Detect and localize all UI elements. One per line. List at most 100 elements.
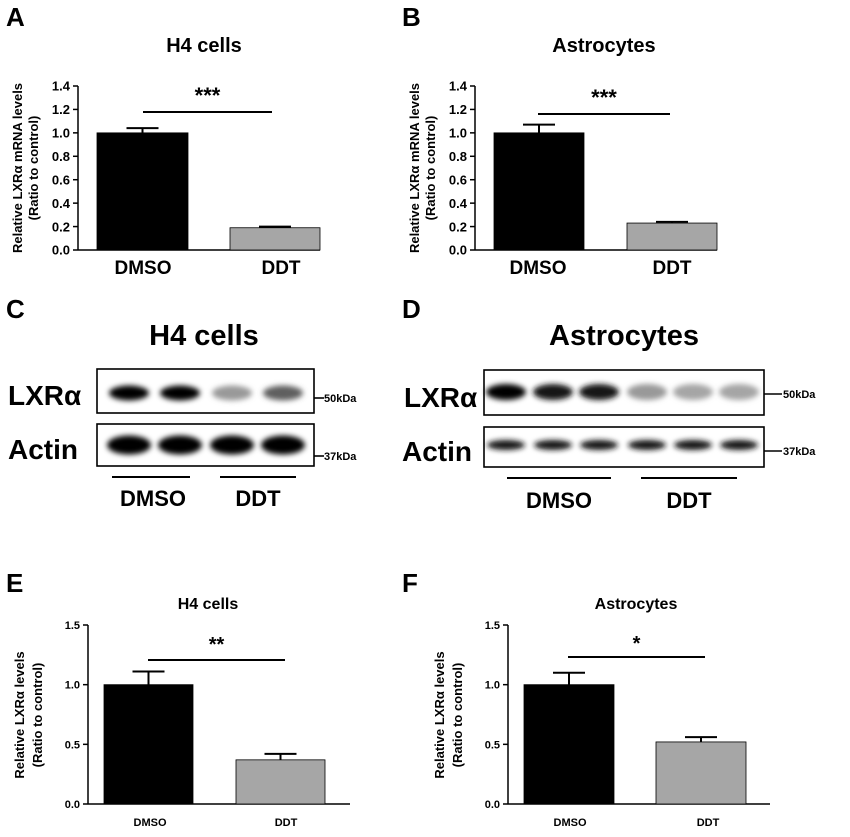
chart-e: H4 cells 0.0 0.5 1.0 1.5 Relative LXRα levels…	[12, 596, 350, 829]
y-tick-label: 1.0	[52, 126, 70, 141]
blot-c-group-label-ddt: DDT	[235, 486, 281, 511]
blot-c-row-label-lxra: LXRα	[8, 380, 81, 411]
blot-band	[487, 440, 525, 450]
category-label: DDT	[652, 258, 691, 279]
blot-band	[263, 385, 303, 401]
y-axis-label: (Ratio to control)	[423, 116, 438, 221]
y-axis-label: Relative LXRα mRNA levels	[10, 83, 25, 253]
chart-b: Astrocytes 0.0 0.2 0.4 0.6 0.8 1.0 1.2 1.4 Relati…	[407, 35, 718, 279]
bar-dmso	[103, 684, 194, 805]
western-blot-d: Astrocytes LXRα Actin 50kDa 37kDa DMSO D…	[402, 320, 816, 513]
blot-d-bands	[486, 384, 759, 450]
bar-ddt	[626, 222, 718, 251]
bar-ddt	[229, 227, 321, 251]
significance-stars: ***	[591, 85, 617, 110]
y-tick-label: 0.2	[52, 219, 70, 234]
y-axis-label: Relative LXRα levels	[12, 651, 27, 778]
y-tick-label: 0.0	[52, 243, 70, 258]
blot-band	[674, 440, 712, 450]
y-tick-label: 1.5	[65, 620, 80, 632]
blot-d-title: Astrocytes	[549, 320, 699, 352]
blot-c-row-label-actin: Actin	[8, 434, 78, 465]
y-tick-label: 0.0	[449, 243, 467, 258]
blot-band	[160, 385, 200, 401]
blot-band	[210, 435, 254, 455]
y-tick-label: 0.2	[449, 219, 467, 234]
category-label: DMSO	[115, 258, 172, 279]
bar-dmso	[493, 132, 585, 251]
blot-d-membrane-lxra	[483, 369, 765, 416]
blot-band	[673, 384, 713, 400]
blot-d-group-label-ddt: DDT	[666, 488, 712, 513]
y-axis-label: (Ratio to control)	[450, 663, 465, 768]
blot-band	[719, 384, 759, 400]
blot-c-marker-actin: 37kDa	[324, 451, 357, 463]
blot-band	[261, 435, 305, 455]
significance-stars: *	[633, 633, 641, 655]
blot-d-row-label-actin: Actin	[402, 436, 472, 467]
bar-charts: H4 cells 0.0 0.2 0.4 0.6 0.8 1.0 1.2 1.4 Relative…	[10, 35, 770, 829]
blot-band	[158, 435, 202, 455]
category-label: DDT	[261, 258, 300, 279]
category-label: DMSO	[510, 258, 567, 279]
y-tick-label: 0.8	[52, 149, 70, 164]
panel-letter-b: B	[402, 2, 421, 32]
y-axis-label: (Ratio to control)	[26, 116, 41, 221]
bar-ddt	[235, 759, 326, 805]
blot-d-membrane-actin	[483, 426, 765, 468]
blot-c-group-label-dmso: DMSO	[120, 486, 186, 511]
blot-c-title: H4 cells	[149, 320, 259, 352]
blot-d-group-label-dmso: DMSO	[526, 488, 592, 513]
chart-f: Astrocytes 0.0 0.5 1.0 1.5 Relative LXRα leve…	[432, 596, 770, 829]
y-tick-label: 0.0	[65, 799, 80, 811]
chart-title: H4 cells	[166, 35, 242, 57]
panel-letter-c: C	[6, 294, 25, 324]
blot-c-bands	[107, 385, 305, 455]
category-label: DDT	[275, 817, 298, 829]
blot-d-marker-actin: 37kDa	[783, 446, 816, 458]
y-axis-label: Relative LXRα levels	[432, 651, 447, 778]
panel-letter-d: D	[402, 294, 421, 324]
y-tick-label: 0.4	[449, 196, 468, 211]
y-axis-label: Relative LXRα mRNA levels	[407, 83, 422, 253]
chart-title: Astrocytes	[552, 35, 655, 57]
panel-letter-f: F	[402, 568, 418, 598]
blot-band	[534, 440, 572, 450]
chart-a: H4 cells 0.0 0.2 0.4 0.6 0.8 1.0 1.2 1.4 Relative…	[10, 35, 321, 279]
panel-letter-e: E	[6, 568, 23, 598]
blot-band	[486, 384, 526, 400]
blot-band	[579, 384, 619, 400]
y-axis-label: (Ratio to control)	[30, 663, 45, 768]
y-tick-label: 1.0	[449, 126, 467, 141]
y-tick-label: 1.4	[449, 79, 468, 94]
blot-band	[628, 440, 666, 450]
bar-dmso	[523, 684, 615, 805]
y-tick-label: 0.6	[449, 172, 467, 187]
y-tick-label: 0.5	[485, 739, 500, 751]
blot-band	[720, 440, 758, 450]
chart-title: H4 cells	[178, 596, 239, 613]
y-tick-label: 1.4	[52, 79, 71, 94]
blot-c-marker-lxra: 50kDa	[324, 393, 357, 405]
y-tick-label: 0.8	[449, 149, 467, 164]
y-tick-label: 1.2	[449, 102, 467, 117]
significance-stars: **	[209, 634, 225, 656]
y-tick-label: 0.6	[52, 172, 70, 187]
y-tick-label: 0.5	[65, 739, 80, 751]
blot-band	[212, 385, 252, 401]
y-tick-label: 0.4	[52, 196, 71, 211]
y-tick-label: 1.0	[65, 680, 80, 692]
blot-band	[533, 384, 573, 400]
y-tick-label: 1.0	[485, 680, 500, 692]
category-label: DDT	[697, 817, 720, 829]
significance-stars: ***	[195, 83, 221, 108]
western-blot-c: H4 cells LXRα Actin 50kDa 37kDa DMSO DDT	[8, 320, 357, 511]
panel-letter-a: A	[6, 2, 25, 32]
blot-d-marker-lxra: 50kDa	[783, 389, 816, 401]
y-tick-label: 1.2	[52, 102, 70, 117]
chart-title: Astrocytes	[595, 596, 678, 613]
y-tick-label: 1.5	[485, 620, 500, 632]
bar-ddt	[655, 741, 747, 805]
blot-band	[107, 435, 151, 455]
